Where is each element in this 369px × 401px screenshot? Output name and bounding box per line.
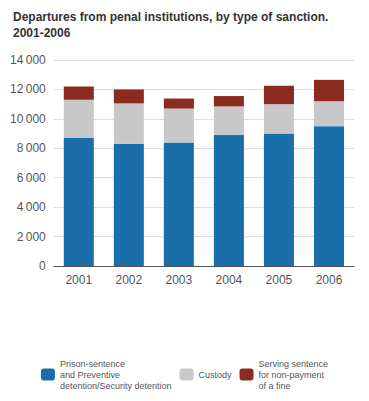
svg-text:Prison-sentence: Prison-sentence <box>60 359 125 369</box>
svg-text:2001-2006: 2001-2006 <box>13 26 71 40</box>
svg-text:Departures from penal institut: Departures from penal institutions, by t… <box>13 10 328 24</box>
svg-text:for non-payment: for non-payment <box>259 370 325 380</box>
svg-text:14 000: 14 000 <box>10 53 46 67</box>
svg-text:detention/Security detention: detention/Security detention <box>60 381 172 391</box>
svg-text:and Preventive: and Preventive <box>60 370 120 380</box>
svg-text:Serving sentence: Serving sentence <box>259 359 329 369</box>
svg-text:2001: 2001 <box>65 273 92 287</box>
svg-text:2005: 2005 <box>266 273 293 287</box>
svg-text:0: 0 <box>39 259 46 273</box>
svg-text:2003: 2003 <box>166 273 193 287</box>
svg-text:2002: 2002 <box>115 273 142 287</box>
svg-text:10 000: 10 000 <box>10 112 46 126</box>
svg-text:6 000: 6 000 <box>17 171 46 185</box>
svg-text:of a fine: of a fine <box>259 381 291 391</box>
svg-text:2 000: 2 000 <box>17 230 46 244</box>
svg-text:4 000: 4 000 <box>17 200 46 214</box>
svg-text:2004: 2004 <box>216 273 243 287</box>
svg-text:Custody: Custody <box>199 370 233 380</box>
svg-text:8 000: 8 000 <box>17 141 46 155</box>
svg-text:12 000: 12 000 <box>10 82 46 96</box>
svg-text:2006: 2006 <box>316 273 343 287</box>
